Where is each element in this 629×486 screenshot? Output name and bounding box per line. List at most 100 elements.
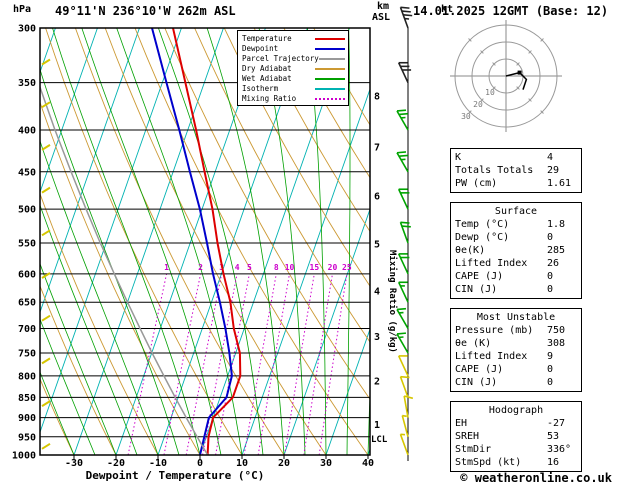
hodograph-ring-tick bbox=[540, 110, 544, 114]
legend-item: Isotherm bbox=[242, 84, 345, 93]
legend-line-sample bbox=[315, 47, 345, 50]
legend-line-sample bbox=[315, 77, 345, 80]
legend-line-sample bbox=[315, 67, 345, 70]
pressure-tick-label: 500 bbox=[18, 205, 36, 216]
stats-row: Lifted Index 26 bbox=[455, 257, 577, 270]
isotherm-line bbox=[0, 28, 13, 455]
stats-label: CAPE (J) bbox=[455, 271, 504, 282]
wind-barb bbox=[397, 61, 412, 84]
wind-barb-feather bbox=[396, 332, 407, 335]
legend-item: Dry Adiabat bbox=[242, 64, 345, 73]
station-title: 49°11'N 236°10'W 262m ASL bbox=[55, 4, 236, 18]
hodograph-storm-marker bbox=[517, 70, 522, 75]
wind-barb bbox=[399, 433, 409, 456]
wind-barb bbox=[397, 188, 410, 210]
wet-adiabat-line bbox=[116, 28, 243, 455]
wind-barb-staff bbox=[399, 7, 409, 29]
stats-row: EH -27 bbox=[455, 417, 577, 430]
stats-value: 1.8 bbox=[547, 219, 566, 230]
wind-barb-staff bbox=[396, 309, 409, 329]
legend-line-sample bbox=[315, 97, 345, 100]
stats-label: EH bbox=[455, 418, 468, 429]
dewpoint-curve bbox=[151, 28, 233, 455]
wind-barb bbox=[396, 307, 409, 329]
stats-label: Temp (°C) bbox=[455, 219, 510, 230]
wind-barb-staff bbox=[397, 355, 409, 377]
wind-barb bbox=[397, 281, 409, 303]
stats-row: CIN (J) 0 bbox=[455, 376, 577, 389]
stats-label: θe (K) bbox=[455, 338, 492, 349]
wind-barb-feather bbox=[398, 154, 409, 158]
stats-value: 285 bbox=[547, 245, 566, 256]
stats-row: SREH 53 bbox=[455, 430, 577, 443]
hodograph-trace bbox=[505, 71, 528, 90]
wind-barb-feather bbox=[401, 225, 411, 228]
stats-row: Totals Totals 29 bbox=[455, 164, 577, 177]
legend-item-label: Dewpoint bbox=[242, 44, 279, 53]
wind-barb-staff bbox=[396, 333, 409, 354]
wind-barb bbox=[396, 151, 409, 173]
km-tick-label: 1 bbox=[374, 420, 380, 431]
stats-label: CAPE (J) bbox=[455, 364, 504, 375]
hodograph-ring-tick bbox=[492, 86, 496, 90]
hodograph-ring-tick bbox=[516, 86, 520, 90]
copyright: © weatheronline.co.uk bbox=[460, 471, 612, 485]
wind-barb-staff bbox=[396, 110, 409, 131]
km-tick-label: 7 bbox=[374, 142, 380, 153]
height-mark bbox=[41, 144, 51, 151]
legend-item: Wet Adiabat bbox=[242, 74, 345, 83]
hodograph-ring-tick bbox=[540, 38, 544, 42]
legend-item-label: Dry Adiabat bbox=[242, 64, 292, 73]
height-mark bbox=[41, 186, 51, 194]
altitude-axis-unit-asl: ASL bbox=[372, 12, 391, 23]
stats-value: 0 bbox=[547, 284, 554, 295]
pressure-tick-label: 800 bbox=[18, 371, 36, 382]
legend-item: Mixing Ratio bbox=[242, 94, 345, 103]
hodograph-ring-tick bbox=[480, 50, 484, 54]
stats-label: StmSpd (kt) bbox=[455, 457, 522, 468]
pressure-tick-label: 600 bbox=[18, 269, 36, 280]
stats-value: 336° bbox=[547, 444, 572, 455]
stats-box-title: Surface bbox=[494, 206, 538, 217]
stats-row: θe (K) 308 bbox=[455, 337, 577, 350]
stats-value: 1.61 bbox=[547, 178, 572, 189]
legend-item: Dewpoint bbox=[242, 44, 345, 53]
stats-label: SREH bbox=[455, 431, 480, 442]
pressure-tick-label: 700 bbox=[18, 324, 36, 335]
stats-box: Surface Temp (°C) 1.8 Dewp (°C) 0 θe(K) 285 Lif… bbox=[450, 202, 582, 299]
stats-label: PW (cm) bbox=[455, 178, 498, 189]
wet-adiabat-line bbox=[40, 370, 75, 455]
wind-barb bbox=[396, 332, 409, 354]
stats-value: 53 bbox=[547, 431, 560, 442]
parcel-trajectory-curve bbox=[40, 84, 209, 455]
isotherm-line bbox=[73, 28, 224, 455]
dry-adiabat-line bbox=[253, 28, 370, 233]
stats-row: Dewp (°C) 0 bbox=[455, 231, 577, 244]
legend: Temperature Dewpoint Parcel Trajectory Dry … bbox=[237, 30, 349, 106]
pressure-tick-label: 650 bbox=[18, 298, 36, 309]
stats-box: Most Unstable Pressure (mb) 750 θe (K) 308 Li… bbox=[450, 308, 582, 392]
mixing-ratio-value-label: 15 bbox=[310, 263, 320, 272]
legend-line-sample bbox=[318, 57, 345, 60]
stats-row: StmSpd (kt) 16 bbox=[455, 456, 577, 469]
legend-item-label: Isotherm bbox=[242, 84, 279, 93]
stats-row: θe(K) 285 bbox=[455, 244, 577, 257]
stats-value: 308 bbox=[547, 338, 566, 349]
wind-barb-staff bbox=[397, 281, 409, 303]
stats-label: K bbox=[455, 152, 462, 163]
pressure-axis-unit: hPa bbox=[13, 4, 32, 15]
wind-barb-staff bbox=[397, 188, 409, 210]
pressure-tick-label: 750 bbox=[18, 348, 36, 359]
stats-box-title: Most Unstable bbox=[476, 312, 556, 323]
wind-barb-staff bbox=[397, 253, 409, 275]
mixing-ratio-value-label: 8 bbox=[274, 263, 279, 272]
temperature-tick-label: 10 bbox=[236, 458, 248, 469]
pressure-tick-label: 950 bbox=[18, 432, 36, 443]
mixing-ratio-line bbox=[318, 273, 348, 455]
dry-adiabat-line bbox=[283, 28, 370, 179]
pressure-tick-label: 300 bbox=[18, 24, 36, 35]
stats-label: CIN (J) bbox=[455, 284, 498, 295]
